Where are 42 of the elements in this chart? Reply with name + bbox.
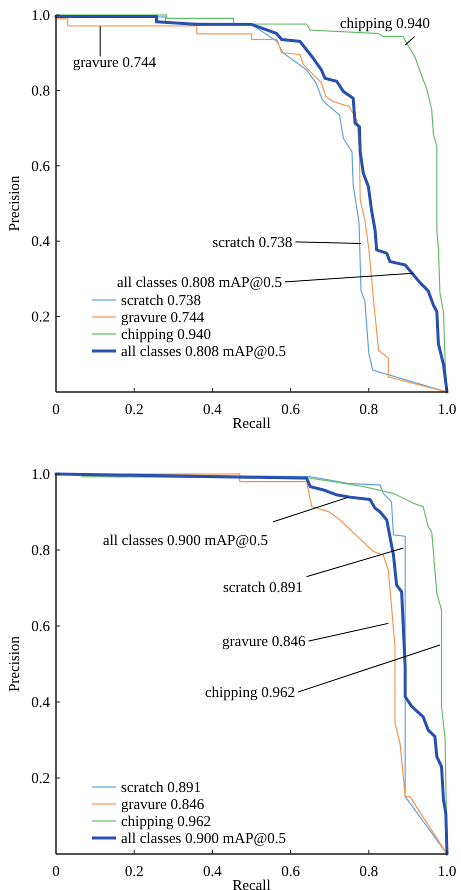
y-tick-label: 1.0 bbox=[31, 467, 50, 483]
y-tick-label: 0.8 bbox=[31, 543, 50, 559]
annotation: chipping 0.962 bbox=[204, 685, 295, 702]
y-axis-title: Precision bbox=[7, 636, 23, 692]
annotation: scratch 0.891 bbox=[222, 580, 303, 596]
annotation: gravure 0.744 bbox=[72, 55, 157, 72]
x-tick-label: 1.0 bbox=[438, 864, 456, 880]
annotation: chipping 0.940 bbox=[340, 16, 430, 32]
y-tick-label: 0.2 bbox=[31, 310, 50, 326]
y-tick-label: 0.6 bbox=[31, 619, 50, 635]
legend-label: gravure 0.744 bbox=[121, 310, 205, 326]
legend-label: chipping 0.962 bbox=[121, 814, 211, 830]
y-tick-label: 1.0 bbox=[31, 8, 50, 24]
x-tick-label: 0 bbox=[52, 864, 60, 880]
legend-label: chipping 0.940 bbox=[121, 327, 211, 343]
legend-label: gravure 0.846 bbox=[121, 797, 205, 813]
legend-label: scratch 0.891 bbox=[121, 780, 201, 796]
legend-label: all classes 0.808 mAP@0.5 bbox=[121, 344, 286, 360]
x-axis-title: Recall bbox=[232, 878, 271, 890]
annotation: all classes 0.808 mAP@0.5 bbox=[116, 274, 282, 291]
x-tick-label: 0.6 bbox=[281, 864, 300, 880]
x-tick-label: 0.4 bbox=[203, 402, 222, 418]
x-axis-title: Recall bbox=[232, 416, 271, 432]
y-tick-label: 0.4 bbox=[31, 234, 50, 250]
annotation: scratch 0.738 bbox=[212, 234, 292, 251]
y-tick-label: 0.8 bbox=[31, 83, 50, 100]
x-tick-label: 1.0 bbox=[438, 402, 456, 418]
y-tick-label: 0.4 bbox=[31, 695, 50, 711]
legend-label: scratch 0.738 bbox=[121, 293, 201, 309]
y-axis-title: Precision bbox=[7, 175, 23, 232]
legend-label: all classes 0.900 mAP@0.5 bbox=[121, 831, 286, 847]
y-tick-label: 0.2 bbox=[31, 771, 50, 787]
x-tick-label: 0 bbox=[52, 402, 60, 418]
x-tick-label: 0.4 bbox=[203, 864, 222, 880]
x-tick-label: 0.8 bbox=[359, 402, 378, 418]
x-tick-label: 0.2 bbox=[124, 402, 144, 418]
y-tick-label: 0.6 bbox=[31, 158, 50, 175]
x-tick-label: 0.6 bbox=[281, 402, 300, 418]
x-tick-label: 0.2 bbox=[124, 864, 144, 880]
x-tick-label: 0.8 bbox=[359, 864, 378, 880]
annotation: gravure 0.846 bbox=[222, 634, 306, 650]
annotation: all classes 0.900 mAP@0.5 bbox=[102, 533, 268, 550]
